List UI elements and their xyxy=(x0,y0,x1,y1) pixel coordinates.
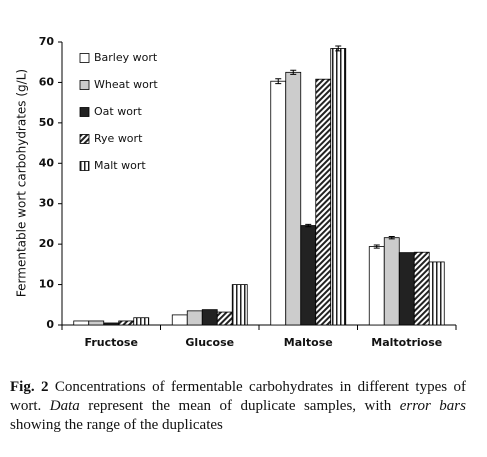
bar xyxy=(201,309,218,326)
x-tick-label: Maltotriose xyxy=(371,336,442,349)
legend-label: Wheat wort xyxy=(94,78,158,91)
error-bar xyxy=(275,78,282,85)
x-tick-label: Glucose xyxy=(185,336,234,349)
figure-caption: Fig. 2 Concentrations of fermentable car… xyxy=(10,378,466,435)
bar xyxy=(315,78,332,326)
bar xyxy=(73,320,90,326)
y-tick-label: 20 xyxy=(39,237,55,250)
bar xyxy=(133,317,150,326)
legend-swatch xyxy=(79,53,90,63)
error-bar xyxy=(388,235,395,240)
bar xyxy=(171,314,188,326)
y-tick-label: 40 xyxy=(39,156,55,169)
bar xyxy=(88,320,105,326)
bar xyxy=(383,237,400,326)
caption-part: Fig. 2 xyxy=(10,379,49,395)
x-tick-label: Fructose xyxy=(85,336,138,349)
y-tick-label: 10 xyxy=(39,278,55,291)
bar xyxy=(231,284,248,326)
legend-swatch xyxy=(79,107,90,117)
bar xyxy=(103,322,120,326)
bar xyxy=(186,310,203,326)
y-tick-label: 70 xyxy=(39,35,55,48)
caption-part: Data xyxy=(49,398,80,414)
bar xyxy=(413,251,430,326)
y-tick-label: 0 xyxy=(46,318,54,331)
caption-part: Concentrations of fermentable carbohydra… xyxy=(10,379,466,414)
legend-swatch xyxy=(79,80,90,90)
legend-label: Rye wort xyxy=(94,132,143,145)
bar xyxy=(270,80,287,326)
bar xyxy=(285,71,302,326)
legend-label: Barley wort xyxy=(94,51,158,64)
caption-part: error bars xyxy=(399,398,466,414)
y-tick-label: 60 xyxy=(39,75,55,88)
bar xyxy=(118,320,135,326)
chart: Fermentable wort carbohydrates (g/L) 0 10… xyxy=(15,35,457,349)
y-tick-label: 50 xyxy=(39,116,55,129)
bar xyxy=(428,261,445,326)
legend-label: Oat wort xyxy=(94,105,142,118)
error-bar xyxy=(305,223,312,228)
legend-swatch xyxy=(79,134,90,144)
legend-swatch xyxy=(79,161,90,171)
error-bar xyxy=(290,69,297,75)
y-axis-label: Fermentable wort carbohydrates (g/L) xyxy=(15,69,29,297)
y-tick-label: 30 xyxy=(39,197,55,210)
bar xyxy=(216,311,233,326)
bar xyxy=(300,225,317,326)
error-bar xyxy=(335,45,342,52)
bar xyxy=(330,48,347,326)
error-bar xyxy=(373,244,380,249)
caption-part: represent the mean of duplicate samples,… xyxy=(79,398,400,414)
bar xyxy=(398,252,415,326)
bar xyxy=(368,246,385,326)
legend-label: Malt wort xyxy=(94,159,146,172)
caption-part: showing the range of the duplicates xyxy=(10,417,223,433)
x-tick-label: Maltose xyxy=(284,336,333,349)
